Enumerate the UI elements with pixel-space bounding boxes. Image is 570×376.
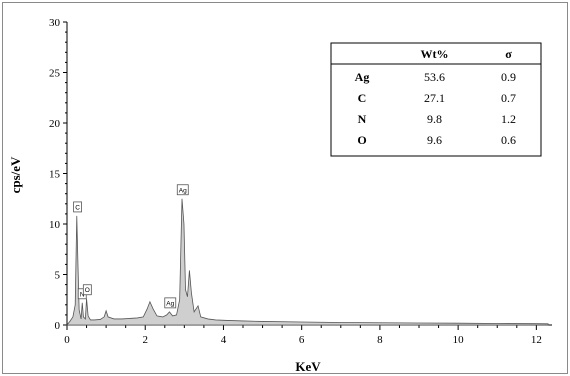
table-value-cell: 1.2 (501, 112, 516, 126)
table-value-cell: 0.7 (501, 91, 516, 105)
spectrum-area (66, 198, 549, 326)
peak-label: Ag (166, 300, 174, 307)
x-tick-label: 8 (377, 334, 383, 346)
table-element-cell: Ag (355, 70, 370, 84)
table-header-cell: σ (505, 47, 512, 61)
table-value-cell: 0.9 (501, 70, 516, 84)
peak-labels: C NO Ag Ag (73, 184, 189, 309)
y-tick-label: 10 (49, 219, 61, 231)
peak-label-box (73, 201, 82, 213)
peak-label: C (75, 204, 80, 211)
x-axis-label: KeV (295, 359, 321, 374)
peak-label-box (82, 284, 92, 296)
y-tick-label: 25 (49, 68, 61, 80)
x-tick-label: 12 (531, 334, 542, 346)
peak-label-box (164, 297, 177, 309)
table-value-cell: 27.1 (424, 91, 445, 105)
x-tick-label: 4 (221, 334, 227, 346)
y-tick-label: 15 (49, 169, 61, 181)
y-tick-label: 20 (49, 118, 61, 130)
peak-label-box (176, 184, 189, 196)
table-element-cell: C (358, 91, 367, 105)
table-border (330, 42, 542, 157)
x-tick-label: 0 (64, 334, 70, 346)
peak-label: O (85, 287, 90, 294)
table-value-cell: 9.8 (427, 112, 442, 126)
table-value-cell: 0.6 (501, 133, 516, 147)
table-element-cell: N (358, 112, 367, 126)
x-tick-label: 6 (299, 334, 305, 346)
y-tick-label: 30 (49, 17, 61, 29)
table-header-cell: Wt% (421, 47, 449, 61)
table-value-cell: 9.6 (427, 133, 442, 147)
y-axis-label: cps/eV (8, 156, 23, 193)
table-element-cell: O (357, 133, 366, 147)
y-tick-label: 0 (55, 320, 61, 332)
peak-label: Ag (179, 187, 187, 194)
table-value-cell: 53.6 (424, 70, 445, 84)
x-tick-label: 10 (453, 334, 465, 346)
peak-label: N (80, 291, 85, 298)
x-tick-label: 2 (142, 334, 148, 346)
y-tick-label: 5 (55, 270, 61, 282)
composition-table: Wt% σ Ag 53.6 0.9 C 27.1 0.7 N 9.8 1.2 O 9.6 0.6 (330, 42, 542, 157)
